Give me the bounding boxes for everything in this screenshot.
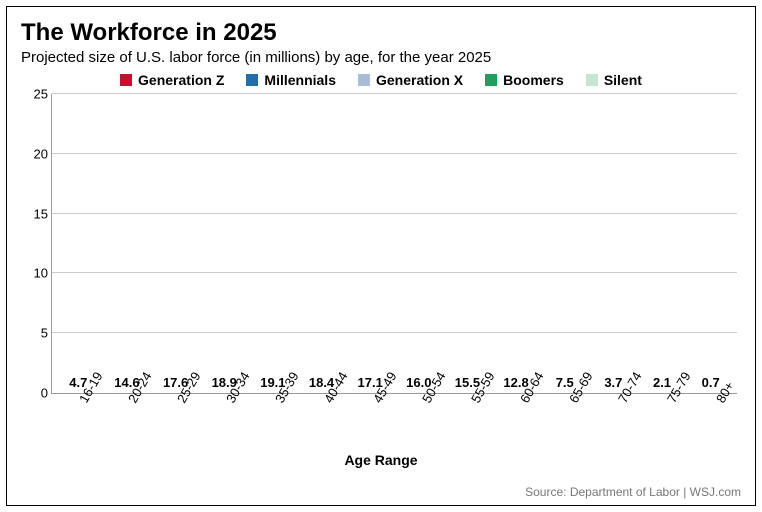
legend-item: Generation X [358,72,463,88]
x-label-slot: 35-39 [247,394,296,452]
legend-swatch [246,74,258,86]
gridline [52,332,737,333]
x-label-slot: 20-24 [100,394,149,452]
x-label-slot: 60-64 [492,394,541,452]
y-axis-tick-label: 15 [24,206,48,221]
legend-label: Generation X [376,72,463,88]
gridline [52,153,737,154]
legend-swatch [120,74,132,86]
x-axis-labels: 16-1920-2425-2930-3435-3940-4445-4950-54… [51,394,737,452]
x-label-slot: 30-34 [198,394,247,452]
chart-plot-area: 4.714.617.618.919.118.417.116.015.512.87… [51,94,737,394]
gridline [52,213,737,214]
y-axis-tick-label: 0 [24,386,48,401]
x-label-slot: 80+ [688,394,737,452]
legend-item: Millennials [246,72,336,88]
x-label-slot: 65-69 [541,394,590,452]
bars-container: 4.714.617.618.919.118.417.116.015.512.87… [52,94,737,393]
gridline [52,272,737,273]
legend-swatch [485,74,497,86]
chart-subtitle: Projected size of U.S. labor force (in m… [21,49,741,66]
x-label-slot: 50-54 [394,394,443,452]
x-label-slot: 16-19 [51,394,100,452]
x-label-slot: 70-74 [590,394,639,452]
legend-label: Generation Z [138,72,224,88]
x-axis-title: Age Range [21,452,741,468]
y-axis-tick-label: 5 [24,326,48,341]
legend-label: Silent [604,72,642,88]
x-label-slot: 25-29 [149,394,198,452]
bar-value-label: 2.1 [653,375,671,390]
chart-title: The Workforce in 2025 [21,19,741,47]
legend-label: Boomers [503,72,564,88]
y-axis-tick-label: 20 [24,146,48,161]
y-axis-tick-label: 10 [24,266,48,281]
legend-item: Generation Z [120,72,224,88]
chart-frame: The Workforce in 2025 Projected size of … [6,6,756,506]
x-label-slot: 40-44 [296,394,345,452]
bar-value-label: 0.7 [702,375,720,390]
legend-item: Boomers [485,72,564,88]
x-label-slot: 55-59 [443,394,492,452]
source-text: Source: Department of Labor | WSJ.com [525,485,741,499]
legend-swatch [358,74,370,86]
legend-item: Silent [586,72,642,88]
x-label-slot: 45-49 [345,394,394,452]
y-axis-tick-label: 25 [24,87,48,102]
gridline [52,93,737,94]
legend-label: Millennials [264,72,336,88]
x-label-slot: 75-79 [639,394,688,452]
legend: Generation Z Millennials Generation X Boome… [21,72,741,88]
legend-swatch [586,74,598,86]
